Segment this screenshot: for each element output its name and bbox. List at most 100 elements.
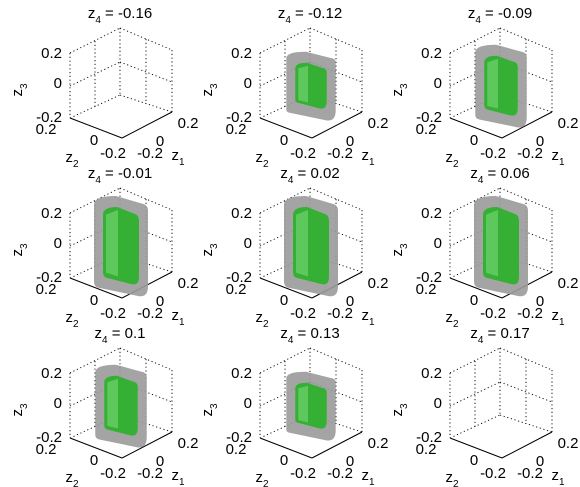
z1-tick-label: 0 — [536, 293, 544, 310]
z3-tick-label: -0.2 — [226, 429, 252, 446]
z3-axis-label: z3 — [199, 403, 220, 417]
grid-line — [499, 414, 553, 433]
grid-line — [259, 347, 311, 374]
z2-tick-label: 0 — [470, 452, 478, 469]
axis-edge — [311, 431, 363, 459]
axis-edge — [501, 111, 553, 139]
z2-tick-label: 0 — [470, 132, 478, 149]
grid-line — [119, 61, 173, 83]
grid-line — [449, 381, 501, 407]
z1-axis-label: z1 — [171, 147, 185, 168]
z1-axis-label: z1 — [551, 467, 565, 487]
z1-tick-label: 0 — [346, 133, 354, 150]
z3-axis-label: z3 — [389, 83, 410, 97]
z1-tick-label: 0 — [346, 453, 354, 470]
z1-tick-label: 0 — [536, 453, 544, 470]
z2-tick-label: 0 — [280, 452, 288, 469]
z3-axis-label: z3 — [9, 403, 30, 417]
inner-set-region — [295, 382, 327, 429]
z3-tick-label: 0.2 — [421, 205, 442, 222]
z3-tick-label: 0.2 — [41, 45, 62, 62]
z1-axis-label: z1 — [171, 307, 185, 328]
z2-tick-label: -0.2 — [100, 145, 126, 162]
z1-axis-label: z1 — [551, 147, 565, 168]
inner-set-highlight — [107, 378, 118, 429]
z2-axis-label: z2 — [65, 149, 79, 170]
grid-line — [259, 27, 311, 54]
z1-tick-label: 0.2 — [368, 275, 389, 292]
grid-line — [69, 27, 121, 54]
grid-line — [309, 61, 363, 83]
z1-tick-label: 0.2 — [178, 275, 199, 292]
z2-tick-label: -0.2 — [100, 465, 126, 482]
inner-set-region — [104, 375, 138, 436]
axis-edge — [69, 277, 123, 299]
z3-tick-label: 0.2 — [231, 365, 252, 382]
axis-edge — [259, 277, 313, 299]
z2-axis-label: z2 — [445, 469, 459, 487]
panel-title: z4 = -0.09 — [468, 5, 532, 26]
grid-line — [499, 61, 553, 83]
z1-tick-label: -0.2 — [137, 465, 163, 482]
grid-line — [449, 347, 501, 374]
axis-edge — [449, 277, 503, 299]
z3-tick-label: -0.2 — [226, 269, 252, 286]
grid-line — [119, 221, 173, 243]
z1-tick-label: -0.2 — [327, 145, 353, 162]
z1-tick-label: 0 — [156, 133, 164, 150]
axis-edge — [449, 437, 503, 459]
grid-line — [449, 187, 501, 214]
z2-tick-label: 0.2 — [36, 281, 57, 298]
z1-tick-label: 0.2 — [368, 115, 389, 132]
z3-tick-label: 0 — [54, 395, 62, 412]
z1-axis-label: z1 — [361, 307, 375, 328]
z2-axis-label: z2 — [65, 469, 79, 487]
grid-line — [309, 221, 363, 243]
z3-tick-label: -0.2 — [416, 269, 442, 286]
z1-tick-label: -0.2 — [137, 145, 163, 162]
panel-title: z4 = 0.02 — [280, 165, 339, 186]
z1-tick-label: 0.2 — [178, 435, 199, 452]
inner-set-highlight — [298, 65, 308, 103]
panel-title: z4 = -0.16 — [88, 5, 152, 26]
grid-line — [69, 187, 121, 214]
panel-title: z4 = 0.13 — [280, 325, 339, 346]
z2-tick-label: 0.2 — [226, 281, 247, 298]
z2-tick-label: -0.2 — [480, 465, 506, 482]
z2-tick-label: 0.2 — [416, 281, 437, 298]
z2-axis-label: z2 — [65, 309, 79, 330]
panel-title: z4 = -0.01 — [88, 165, 152, 186]
axis-edge — [449, 117, 503, 139]
z2-axis-label: z2 — [445, 309, 459, 330]
z3-tick-label: 0 — [54, 75, 62, 92]
grid-line — [499, 381, 553, 403]
inner-set-region — [295, 62, 327, 109]
z3-axis-label: z3 — [199, 243, 220, 257]
z2-axis-label: z2 — [255, 469, 269, 487]
z3-tick-label: 0 — [244, 395, 252, 412]
z2-tick-label: 0.2 — [36, 121, 57, 138]
z2-tick-label: 0.2 — [226, 441, 247, 458]
z3-tick-label: -0.2 — [226, 109, 252, 126]
z1-tick-label: -0.2 — [517, 145, 543, 162]
inner-set-region — [484, 55, 518, 116]
z3-tick-label: 0 — [434, 235, 442, 252]
inner-set-region — [293, 207, 329, 285]
z1-tick-label: 0.2 — [178, 115, 199, 132]
inner-set-region — [483, 207, 519, 285]
z1-axis-label: z1 — [361, 147, 375, 168]
z3-tick-label: 0.2 — [231, 45, 252, 62]
z3-tick-label: 0.2 — [421, 45, 442, 62]
grid-line — [309, 381, 363, 403]
z2-axis-label: z2 — [255, 309, 269, 330]
z2-tick-label: 0.2 — [416, 121, 437, 138]
z2-axis-label: z2 — [255, 149, 269, 170]
z2-tick-label: 0 — [280, 132, 288, 149]
axis-edge — [69, 117, 123, 139]
z1-tick-label: -0.2 — [137, 305, 163, 322]
z3-tick-label: 0.2 — [41, 205, 62, 222]
z3-tick-label: 0 — [244, 75, 252, 92]
